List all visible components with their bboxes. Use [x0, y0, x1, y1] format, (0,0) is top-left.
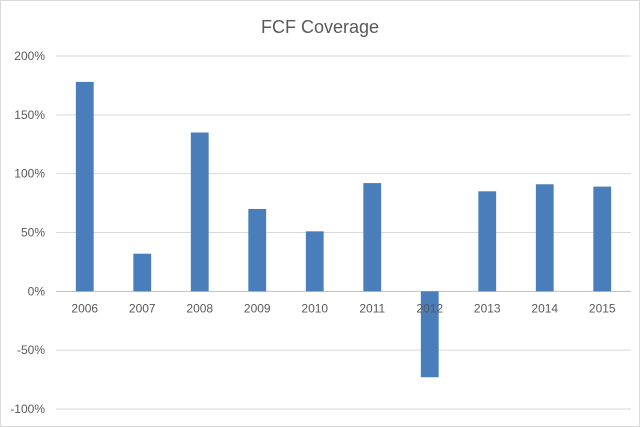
- chart-title: FCF Coverage: [261, 17, 379, 37]
- bar-2013: [478, 191, 497, 292]
- bar-2009: [248, 208, 267, 292]
- x-tick-label-2012: 2012: [416, 301, 443, 315]
- x-tick-label-2011: 2011: [359, 301, 385, 315]
- x-tick-label-2010: 2010: [301, 301, 328, 315]
- bars: [75, 81, 612, 378]
- y-axis-tick-labels: -100% -50% 0% 50% 100% 150% 200%: [10, 49, 45, 416]
- bar-2008: [190, 132, 209, 292]
- bar-2006: [75, 81, 94, 292]
- y-tick-label: 50%: [21, 226, 45, 240]
- x-tick-label-2009: 2009: [244, 301, 271, 315]
- x-tick-label-2013: 2013: [474, 301, 501, 315]
- x-tick-label-2008: 2008: [186, 301, 213, 315]
- bar-2011: [363, 183, 382, 292]
- y-tick-label: 200%: [14, 49, 45, 63]
- y-tick-label: 100%: [14, 167, 45, 181]
- y-tick-label: -50%: [17, 343, 45, 357]
- bar-2012: [420, 291, 439, 378]
- bar-2014: [535, 184, 554, 292]
- x-tick-label-2015: 2015: [589, 301, 616, 315]
- gridlines: [56, 55, 631, 410]
- y-tick-label: 0%: [28, 284, 46, 298]
- x-tick-label-2014: 2014: [531, 301, 558, 315]
- x-tick-label-2007: 2007: [129, 301, 156, 315]
- y-tick-label: 150%: [14, 108, 45, 122]
- bar-2015: [593, 186, 612, 292]
- bar-2010: [305, 231, 324, 292]
- bar-2007: [133, 253, 152, 292]
- x-tick-label-2006: 2006: [71, 301, 98, 315]
- y-tick-label: -100%: [10, 402, 45, 416]
- x-axis-tick-labels: 2006 2007 2008 2009 2010 2011 2012 2013 2014 2015: [71, 301, 616, 315]
